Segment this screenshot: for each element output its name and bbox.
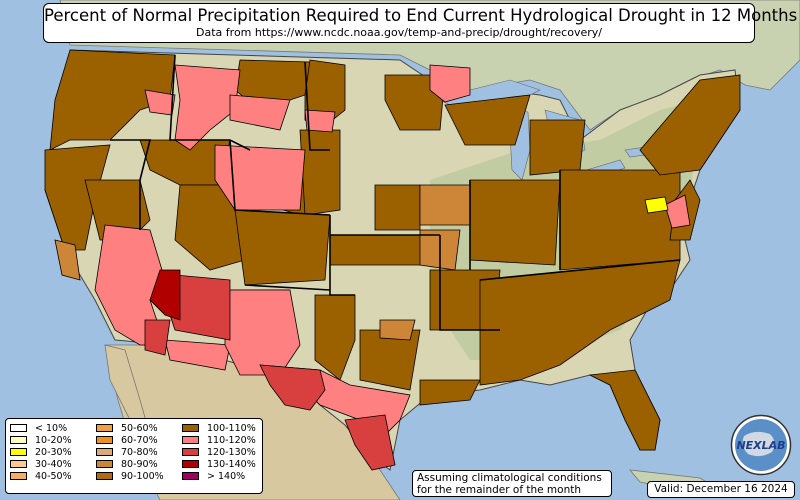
title-box: Percent of Normal Precipitation Required… <box>43 3 798 43</box>
legend: < 10% 10-20% 20-30% 30-40% 40-50% 50-60%… <box>5 418 263 494</box>
legend-label: 60-70% <box>121 434 158 446</box>
legend-label: 90-100% <box>121 470 164 482</box>
legend-label: > 140% <box>207 470 246 482</box>
legend-swatch <box>10 424 27 433</box>
drought-20-30 <box>644 196 669 214</box>
legend-item: 50-60% <box>96 422 164 434</box>
legend-item: 130-140% <box>182 458 256 470</box>
legend-label: < 10% <box>35 422 68 434</box>
legend-swatch <box>182 448 199 457</box>
legend-label: 40-50% <box>35 470 72 482</box>
legend-column-2: 50-60% 60-70% 70-80% 80-90% 90-100% <box>96 422 164 482</box>
map-subtitle: Data from https://www.ncdc.noaa.gov/temp… <box>196 26 602 39</box>
legend-item: 120-130% <box>182 446 256 458</box>
legend-label: 110-120% <box>207 434 256 446</box>
legend-swatch <box>96 424 113 433</box>
legend-swatch <box>10 472 27 481</box>
logo-text: NEXLAB <box>736 439 785 452</box>
assumption-note: Assuming climatological conditions for t… <box>412 470 612 497</box>
legend-item: 60-70% <box>96 434 164 446</box>
drought-80-90 <box>54 184 471 341</box>
state-borders <box>110 54 681 331</box>
legend-swatch <box>182 472 199 481</box>
legend-label: 30-40% <box>35 458 72 470</box>
legend-swatch <box>96 460 113 469</box>
legend-item: 90-100% <box>96 470 164 482</box>
map-title: Percent of Normal Precipitation Required… <box>44 6 798 25</box>
legend-item: < 10% <box>10 422 72 434</box>
nexlab-logo: NEXLAB <box>730 414 792 476</box>
legend-label: 80-90% <box>121 458 158 470</box>
legend-swatch <box>182 436 199 445</box>
legend-item: 70-80% <box>96 446 164 458</box>
legend-swatch <box>96 448 113 457</box>
logo-globe-land <box>742 431 775 457</box>
legend-swatch <box>10 448 27 457</box>
legend-swatch <box>182 424 199 433</box>
legend-item: 20-30% <box>10 446 72 458</box>
legend-label: 120-130% <box>207 446 256 458</box>
legend-column-3: 100-110% 110-120% 120-130% 130-140% > 14… <box>182 422 256 482</box>
legend-item: 80-90% <box>96 458 164 470</box>
legend-item: 100-110% <box>182 422 256 434</box>
assumption-note-line-1: Assuming climatological conditions <box>417 472 602 484</box>
legend-item: 10-20% <box>10 434 72 446</box>
assumption-note-line-2: for the remainder of the month <box>417 484 582 496</box>
legend-label: 70-80% <box>121 446 158 458</box>
legend-label: 10-20% <box>35 434 72 446</box>
valid-date: Valid: December 16 2024 <box>647 481 795 498</box>
legend-label: 20-30% <box>35 446 72 458</box>
legend-swatch <box>10 436 27 445</box>
legend-item: 30-40% <box>10 458 72 470</box>
legend-swatch <box>96 472 113 481</box>
legend-label: 130-140% <box>207 458 256 470</box>
legend-swatch <box>96 436 113 445</box>
legend-swatch <box>182 460 199 469</box>
drought-130-140 <box>149 269 181 321</box>
legend-item: 40-50% <box>10 470 72 482</box>
legend-item: > 140% <box>182 470 256 482</box>
legend-swatch <box>10 460 27 469</box>
drought-120-130 <box>144 274 396 471</box>
legend-column-1: < 10% 10-20% 20-30% 30-40% 40-50% <box>10 422 72 482</box>
legend-item: 110-120% <box>182 434 256 446</box>
legend-label: 100-110% <box>207 422 256 434</box>
legend-label: 50-60% <box>121 422 158 434</box>
